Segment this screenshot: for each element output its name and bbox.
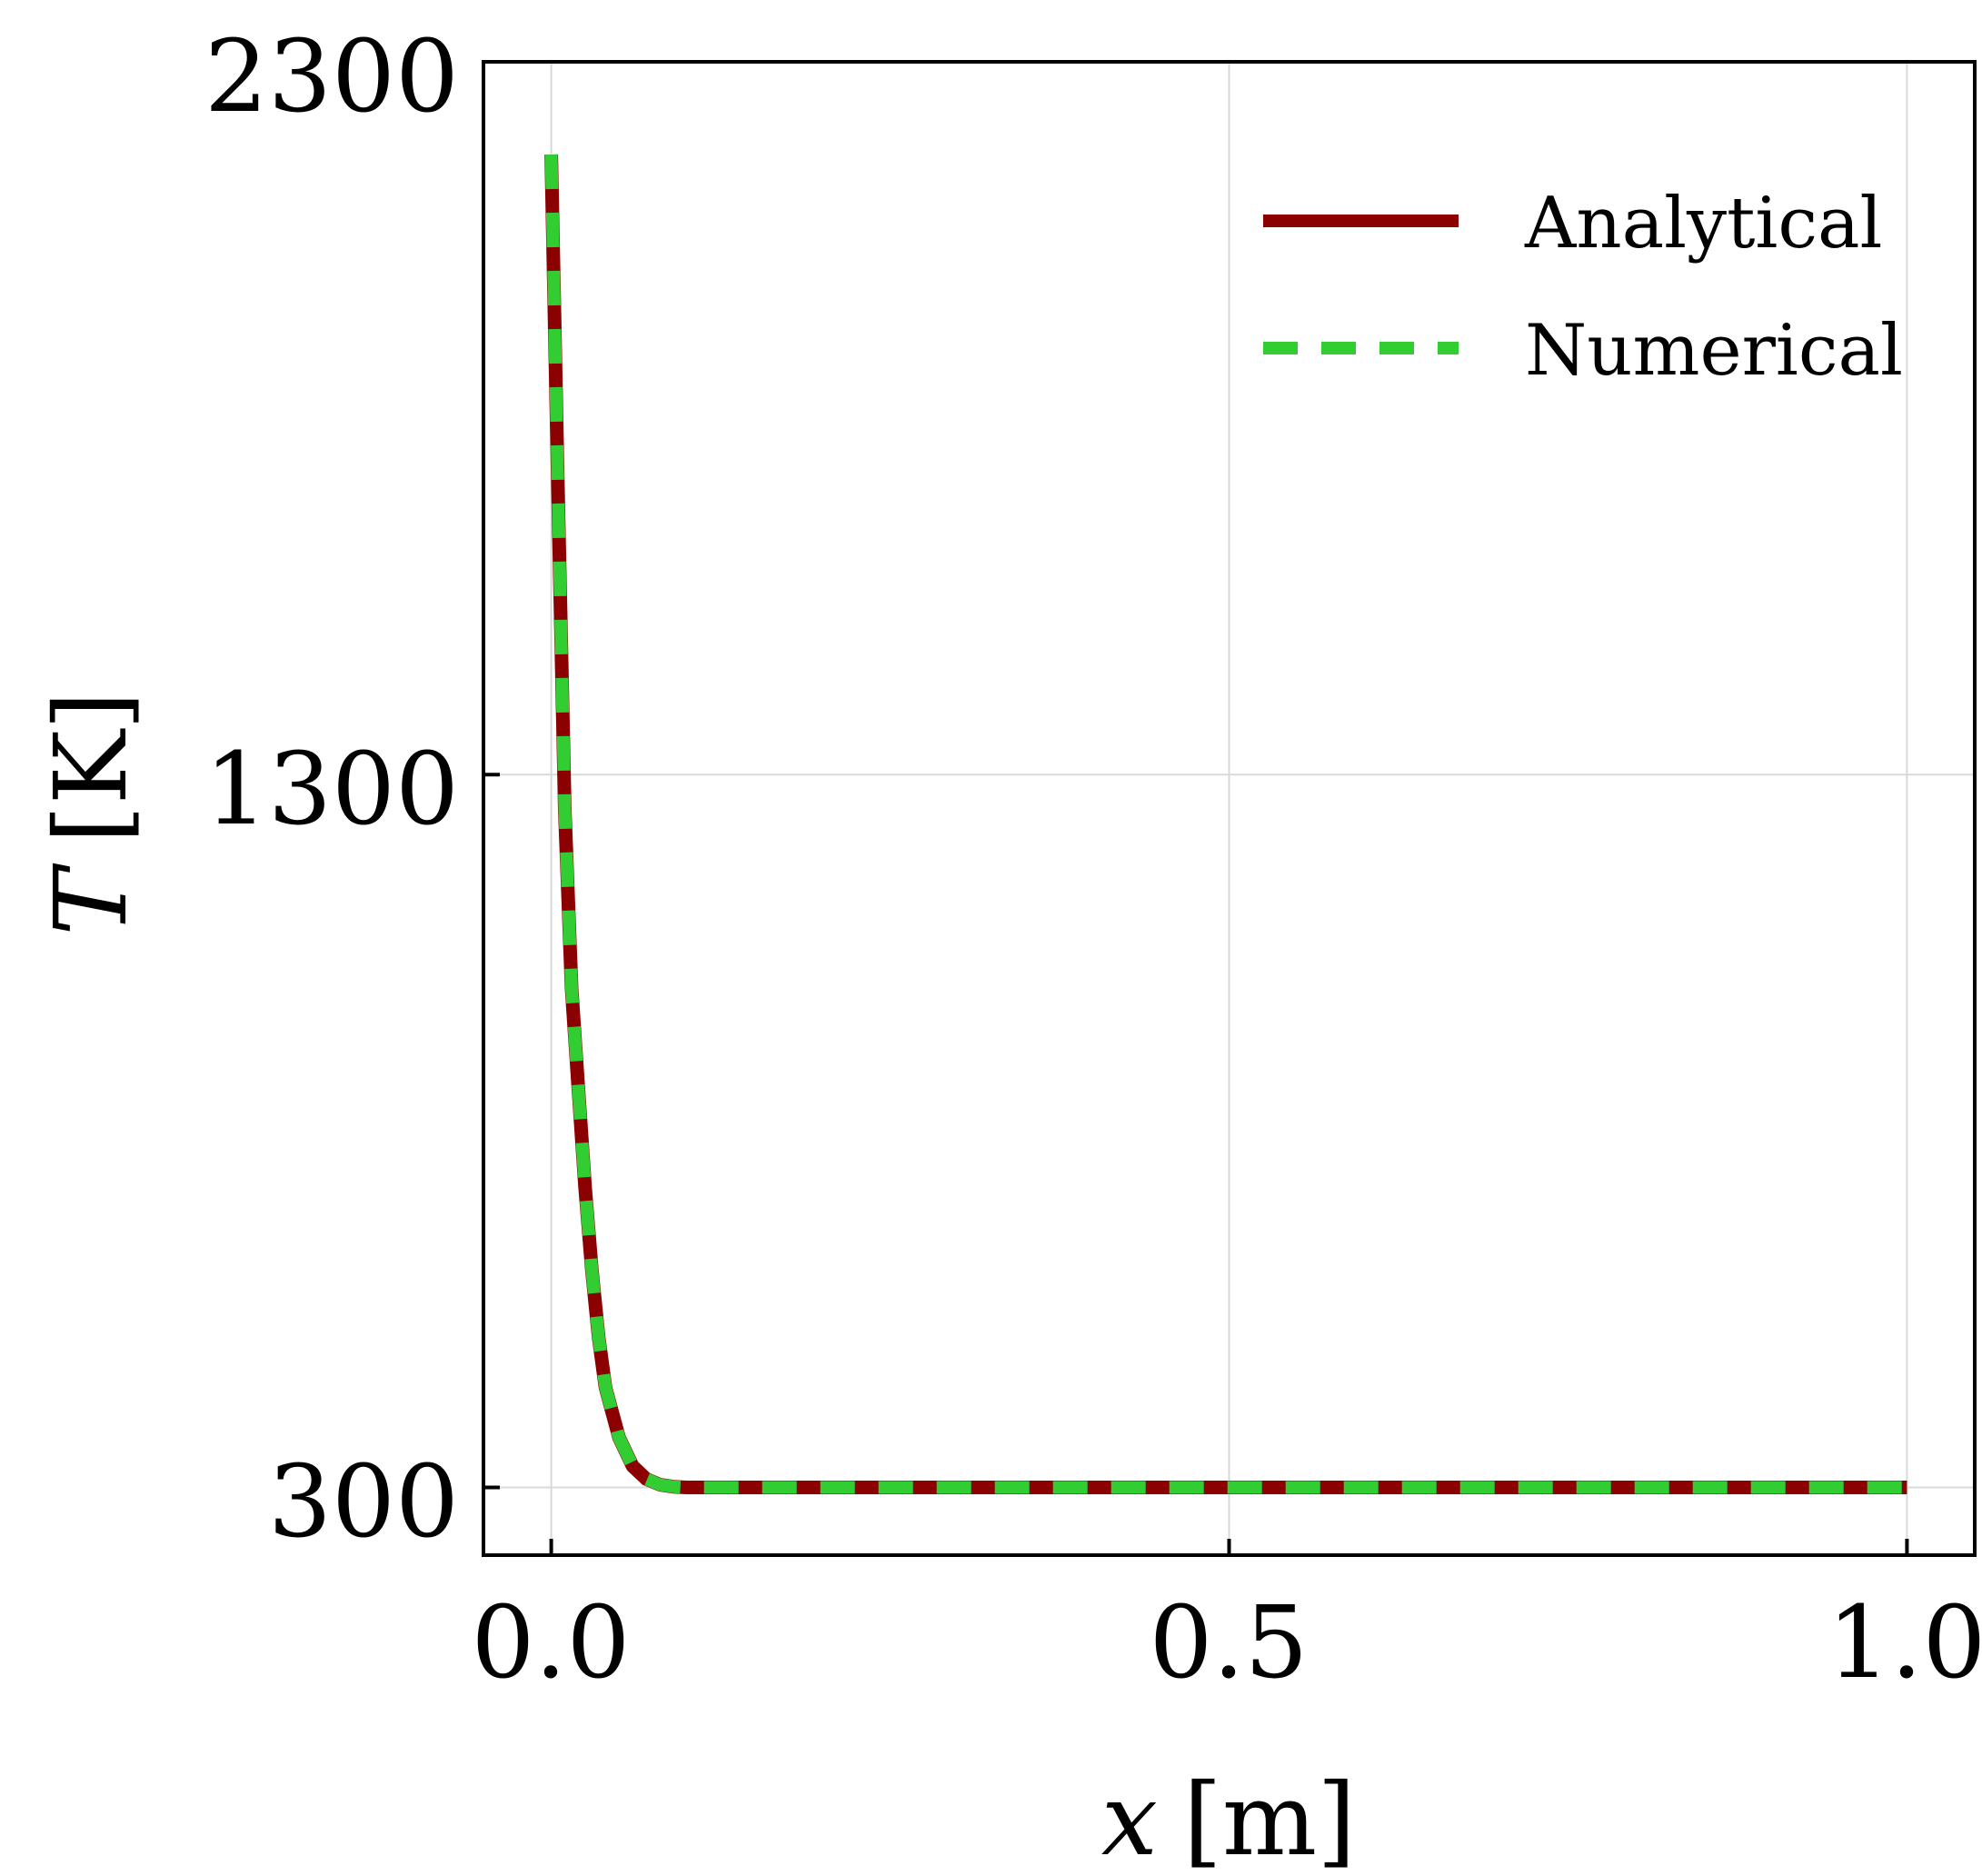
- x-axis-unit: [m]: [1183, 1761, 1356, 1876]
- legend-label-numerical: Numerical: [1525, 310, 1903, 392]
- y-axis-variable: T: [33, 863, 149, 936]
- y-axis-unit: [K]: [33, 691, 149, 843]
- x-tick-label-1: 1.0: [1828, 1584, 1982, 1701]
- x-tick-label-0: 0.0: [472, 1584, 631, 1701]
- series-line-numerical: [544, 154, 1907, 1494]
- y-axis-label: T [K]: [33, 691, 149, 935]
- x-axis-variable: x: [1101, 1761, 1158, 1876]
- tick-layer: [483, 60, 1909, 1555]
- x-axis-label: x [m]: [1101, 1761, 1356, 1876]
- legend-label-analytical: Analytical: [1524, 183, 1883, 264]
- grid-layer: [483, 61, 1975, 1555]
- series-layer: [544, 154, 1907, 1494]
- y-tick-label-300: 300: [268, 1443, 459, 1560]
- legend: Analytical Numerical: [1263, 183, 1903, 392]
- x-tick-label-0-5: 0.5: [1150, 1584, 1309, 1701]
- y-tick-label-2300: 2300: [204, 18, 459, 135]
- y-tick-label-1300: 1300: [204, 731, 459, 847]
